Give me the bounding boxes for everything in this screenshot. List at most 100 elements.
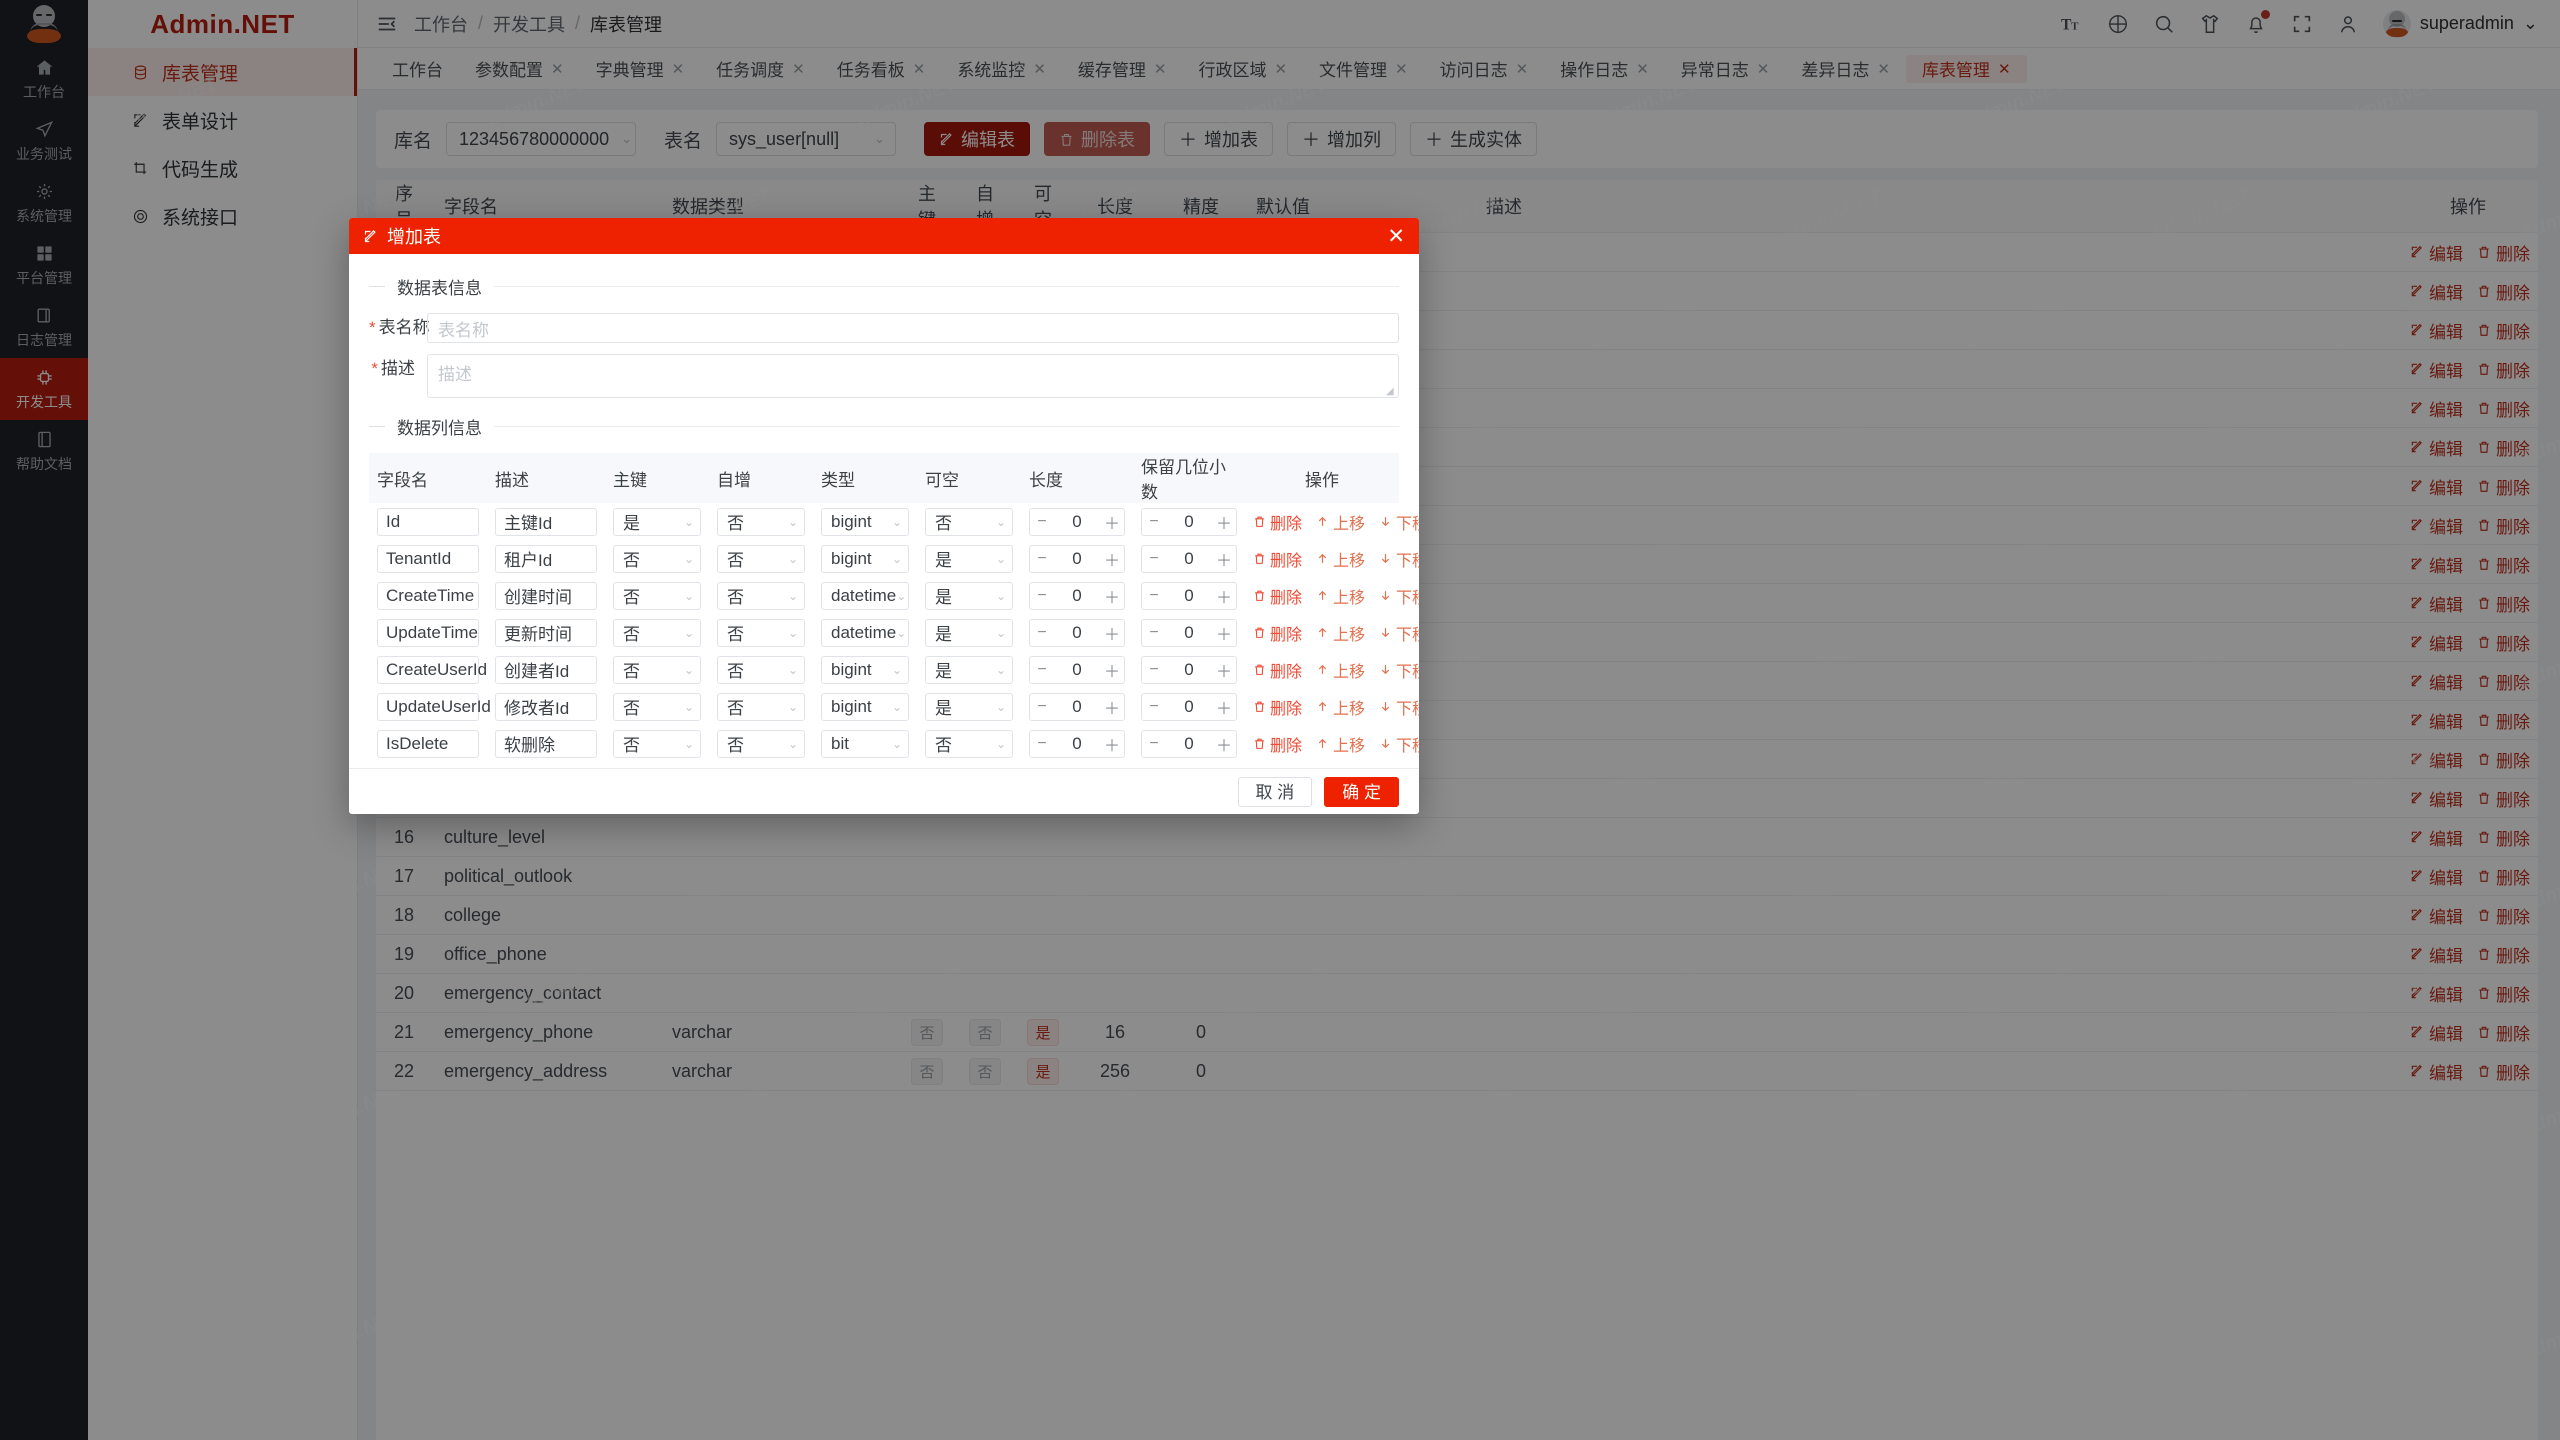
- row-delete-button[interactable]: 删除: [1253, 695, 1302, 719]
- decrement-icon[interactable]: −: [1037, 586, 1047, 604]
- decrement-icon[interactable]: −: [1037, 660, 1047, 678]
- cancel-button[interactable]: 取 消: [1237, 776, 1313, 807]
- tab-close-icon[interactable]: ✕: [1997, 60, 2011, 78]
- sidebar-item-db-table-management[interactable]: 库表管理: [88, 48, 357, 96]
- description-textarea[interactable]: 描述 ◢: [427, 354, 1399, 398]
- length-stepper[interactable]: − 0 ＋: [1029, 581, 1125, 610]
- tab-item[interactable]: 库表管理 ✕: [1905, 54, 2027, 83]
- table-row[interactable]: 19 office_phone 编辑 删除: [376, 934, 2538, 974]
- resize-grip-icon[interactable]: ◢: [1386, 386, 1394, 397]
- auto-increment-select[interactable]: 否 ⌄: [717, 507, 805, 536]
- row-delete-button[interactable]: 删除: [1253, 621, 1302, 645]
- row-move-up-button[interactable]: 上移: [1316, 621, 1365, 645]
- increment-icon[interactable]: ＋: [1215, 589, 1232, 607]
- tab-close-icon[interactable]: ✕: [1515, 60, 1529, 78]
- row-delete-button[interactable]: 删除: [2477, 318, 2530, 343]
- field-desc-input[interactable]: 更新时间: [495, 618, 597, 647]
- row-delete-button[interactable]: 删除: [2477, 591, 2530, 616]
- increment-icon[interactable]: ＋: [1103, 663, 1120, 681]
- row-delete-button[interactable]: 删除: [2477, 396, 2530, 421]
- confirm-button[interactable]: 确 定: [1324, 776, 1399, 807]
- type-select[interactable]: bit ⌄: [821, 729, 909, 758]
- nullable-select[interactable]: 是 ⌄: [925, 655, 1013, 684]
- fullscreen-icon[interactable]: [2291, 13, 2313, 35]
- row-edit-button[interactable]: 编辑: [2410, 240, 2463, 265]
- tab-close-icon[interactable]: ✕: [912, 60, 926, 78]
- length-stepper[interactable]: − 0 ＋: [1029, 729, 1125, 758]
- type-select[interactable]: bigint ⌄: [821, 544, 909, 573]
- tab-item[interactable]: 缓存管理 ✕: [1062, 55, 1183, 83]
- type-select[interactable]: bigint ⌄: [821, 507, 909, 536]
- tab-close-icon[interactable]: ✕: [1033, 60, 1046, 78]
- row-delete-button[interactable]: 删除: [2477, 435, 2530, 460]
- sidebar-item-code-generation[interactable]: 代码生成: [88, 144, 357, 192]
- field-desc-input[interactable]: 创建者Id: [495, 655, 597, 684]
- table-row[interactable]: 22 emergency_address varchar 否否是 256 0 编辑 删除: [376, 1051, 2538, 1091]
- increment-icon[interactable]: ＋: [1215, 515, 1232, 533]
- decimal-stepper[interactable]: − 0 ＋: [1141, 544, 1237, 573]
- collapse-menu-icon[interactable]: [376, 13, 398, 35]
- decrement-icon[interactable]: −: [1149, 586, 1159, 604]
- tab-item[interactable]: 任务看板 ✕: [821, 55, 942, 83]
- length-stepper[interactable]: − 0 ＋: [1029, 507, 1125, 536]
- decimal-stepper[interactable]: − 0 ＋: [1141, 729, 1237, 758]
- row-delete-button[interactable]: 删除: [2477, 552, 2530, 577]
- db-select[interactable]: 123456780000000 ⌄: [446, 122, 637, 156]
- decrement-icon[interactable]: −: [1037, 623, 1047, 641]
- notification-bell-icon[interactable]: [2245, 9, 2270, 35]
- field-name-input[interactable]: TenantId: [377, 544, 479, 573]
- auto-increment-select[interactable]: 否 ⌄: [717, 544, 805, 573]
- row-move-up-button[interactable]: 上移: [1316, 584, 1365, 608]
- row-delete-button[interactable]: 删除: [2477, 747, 2530, 772]
- nullable-select[interactable]: 是 ⌄: [925, 692, 1013, 721]
- increment-icon[interactable]: ＋: [1215, 552, 1232, 570]
- row-move-up-button[interactable]: 上移: [1316, 510, 1365, 534]
- row-edit-button[interactable]: 编辑: [2410, 903, 2463, 928]
- delete-table-button[interactable]: 删除表: [1044, 122, 1151, 156]
- type-select[interactable]: datetime ⌄: [821, 618, 909, 647]
- field-name-input[interactable]: IsDelete: [377, 729, 479, 758]
- theme-shirt-icon[interactable]: [2199, 13, 2221, 35]
- auto-increment-select[interactable]: 否 ⌄: [717, 581, 805, 610]
- nullable-select[interactable]: 是 ⌄: [925, 618, 1013, 647]
- row-delete-button[interactable]: 删除: [1253, 732, 1302, 756]
- decrement-icon[interactable]: −: [1037, 512, 1047, 530]
- row-edit-button[interactable]: 编辑: [2410, 591, 2463, 616]
- increment-icon[interactable]: ＋: [1103, 700, 1120, 718]
- primary-key-select[interactable]: 否 ⌄: [613, 581, 701, 610]
- row-move-down-button[interactable]: 下移: [1379, 695, 1419, 719]
- rail-item-dev-tools[interactable]: 开发工具: [0, 358, 88, 420]
- row-edit-button[interactable]: 编辑: [2410, 396, 2463, 421]
- search-icon[interactable]: [2153, 13, 2175, 35]
- auto-increment-select[interactable]: 否 ⌄: [717, 729, 805, 758]
- breadcrumb-item[interactable]: 开发工具: [493, 14, 566, 35]
- length-stepper[interactable]: − 0 ＋: [1029, 618, 1125, 647]
- edit-table-button[interactable]: 编辑表: [924, 122, 1031, 156]
- row-edit-button[interactable]: 编辑: [2410, 357, 2463, 382]
- row-edit-button[interactable]: 编辑: [2410, 552, 2463, 577]
- increment-icon[interactable]: ＋: [1215, 737, 1232, 755]
- row-edit-button[interactable]: 编辑: [2410, 474, 2463, 499]
- row-delete-button[interactable]: 删除: [2477, 825, 2530, 850]
- row-edit-button[interactable]: 编辑: [2410, 513, 2463, 538]
- row-move-down-button[interactable]: 下移: [1379, 621, 1419, 645]
- row-move-down-button[interactable]: 下移: [1379, 510, 1419, 534]
- increment-icon[interactable]: ＋: [1215, 626, 1232, 644]
- increment-icon[interactable]: ＋: [1103, 589, 1120, 607]
- row-delete-button[interactable]: 删除: [2477, 279, 2530, 304]
- row-delete-button[interactable]: 删除: [1253, 547, 1302, 571]
- row-edit-button[interactable]: 编辑: [2410, 1020, 2463, 1045]
- decrement-icon[interactable]: −: [1149, 660, 1159, 678]
- row-move-down-button[interactable]: 下移: [1379, 547, 1419, 571]
- rail-item-platform-management[interactable]: 平台管理: [0, 234, 88, 296]
- table-select[interactable]: sys_user[null] ⌄: [716, 122, 897, 156]
- field-desc-input[interactable]: 软删除: [495, 729, 597, 758]
- row-edit-button[interactable]: 编辑: [2410, 942, 2463, 967]
- increment-icon[interactable]: ＋: [1103, 515, 1120, 533]
- decrement-icon[interactable]: −: [1149, 512, 1159, 530]
- nullable-select[interactable]: 否 ⌄: [925, 729, 1013, 758]
- tab-item[interactable]: 访问日志 ✕: [1424, 55, 1545, 83]
- account-icon[interactable]: [2337, 13, 2359, 35]
- user-menu[interactable]: superadmin ⌄: [2382, 9, 2538, 38]
- type-select[interactable]: bigint ⌄: [821, 655, 909, 684]
